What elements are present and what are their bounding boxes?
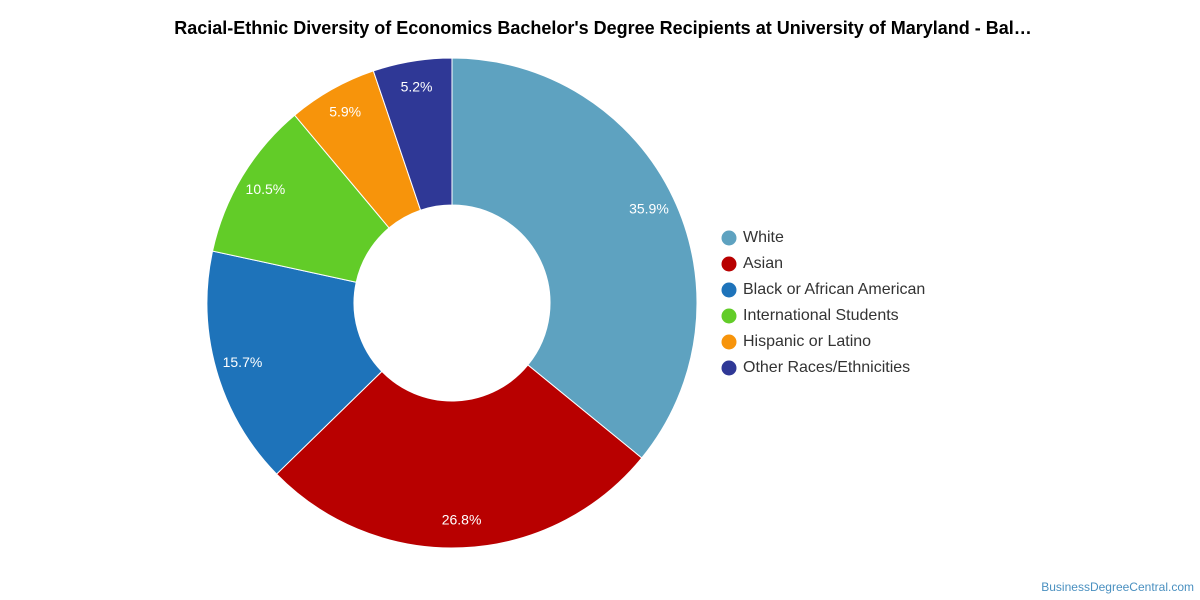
slice-white[interactable] (451, 57, 698, 459)
legend-marker-asian (721, 256, 737, 272)
source-credit[interactable]: BusinessDegreeCentral.com (1041, 580, 1194, 594)
slice-label-international-students: 10.5% (246, 181, 286, 197)
legend-item-asian[interactable]: Asian (721, 255, 784, 272)
slice-labels: 35.9% 26.8% 15.7% 10.5% 5.9% 5.2% (223, 79, 669, 528)
slice-black-or-african-american[interactable] (206, 250, 383, 475)
legend-marker-international-students (721, 308, 737, 324)
legend-label-hispanic-or-latino: Hispanic or Latino (743, 333, 871, 350)
legend-item-black-or-african-american[interactable]: Black or African American (721, 281, 926, 298)
legend-marker-hispanic-or-latino (721, 334, 737, 350)
legend-item-other-races-ethnicities[interactable]: Other Races/Ethnicities (721, 359, 911, 376)
slice-label-black-or-african-american: 15.7% (223, 354, 263, 370)
legend-item-hispanic-or-latino[interactable]: Hispanic or Latino (721, 333, 872, 350)
slice-asian[interactable] (275, 364, 643, 549)
donut-slices (206, 57, 698, 549)
slice-label-asian: 26.8% (442, 511, 482, 527)
legend-marker-black-or-african-american (721, 282, 737, 298)
legend-marker-other-races-ethnicities (721, 360, 737, 376)
legend-label-black-or-african-american: Black or African American (743, 281, 925, 298)
slice-label-white: 35.9% (629, 200, 669, 216)
legend-label-asian: Asian (743, 255, 783, 272)
slice-other-races-ethnicities[interactable] (372, 57, 453, 211)
legend-item-international-students[interactable]: International Students (721, 307, 899, 324)
legend-item-white[interactable]: White (721, 229, 785, 246)
legend-label-international-students: International Students (743, 307, 899, 324)
legend-label-white: White (743, 229, 784, 246)
legend-label-other-races-ethnicities: Other Races/Ethnicities (743, 359, 910, 376)
slice-international-students[interactable] (211, 114, 390, 283)
slice-label-hispanic-or-latino: 5.9% (329, 104, 361, 120)
legend: White Asian Black or African American Inter… (721, 229, 926, 376)
slice-label-other-races-ethnicities: 5.2% (401, 79, 433, 95)
legend-marker-white (721, 230, 737, 246)
chart-title: Racial-Ethnic Diversity of Economics Bac… (174, 18, 1032, 38)
